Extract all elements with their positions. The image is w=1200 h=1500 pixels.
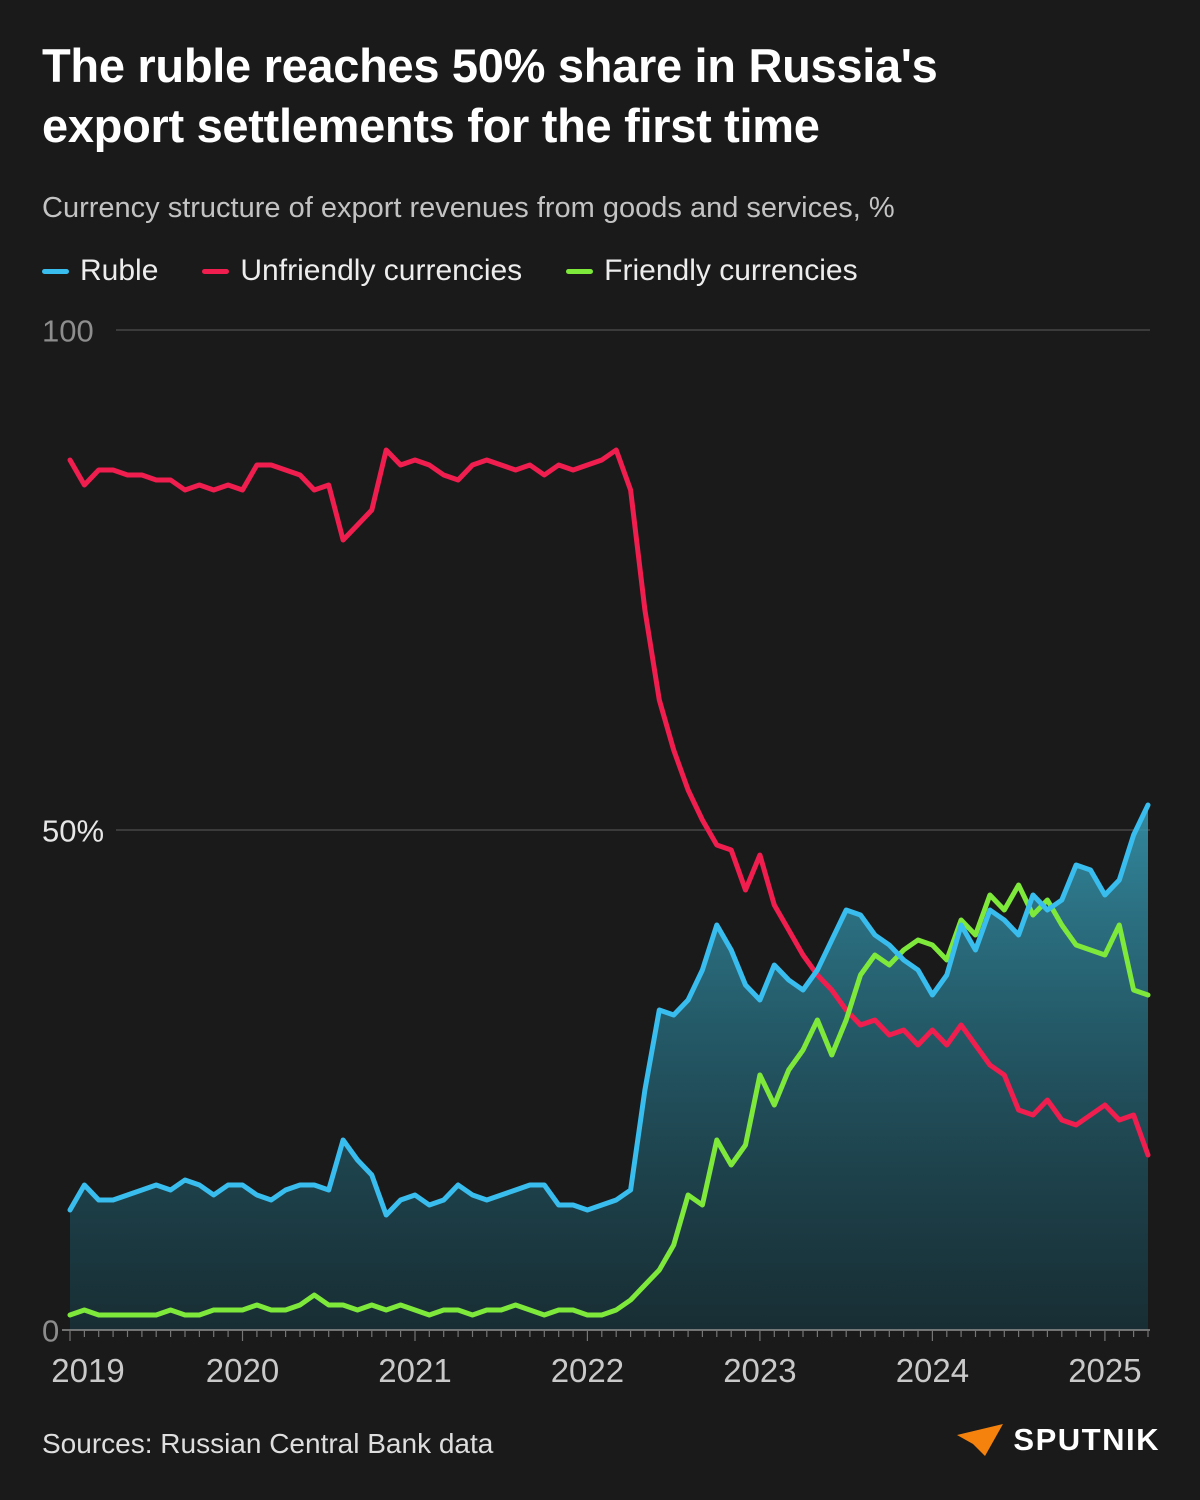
sputnik-arrow-icon [957, 1424, 1004, 1456]
legend-item-unfriendly: Unfriendly currencies [202, 254, 522, 288]
legend-label-unfriendly: Unfriendly currencies [240, 254, 523, 287]
x-axis-label-2019: 2019 [51, 1352, 124, 1389]
legend-swatch-friendly-icon [566, 268, 594, 274]
ruble-area [70, 805, 1148, 1330]
x-axis-label-2025: 2025 [1068, 1352, 1141, 1389]
x-axis-label-2023: 2023 [723, 1352, 796, 1389]
page-title: The ruble reaches 50% share in Russia's … [42, 36, 1132, 156]
legend-label-ruble: Ruble [80, 254, 159, 287]
x-axis-label-2021: 2021 [378, 1352, 451, 1389]
y-axis-label-0: 0 [42, 1314, 59, 1349]
legend-swatch-unfriendly-icon [202, 268, 230, 274]
x-axis-label-2024: 2024 [896, 1352, 969, 1389]
month-ticks [69, 1330, 1149, 1341]
x-axis-label-2022: 2022 [551, 1352, 624, 1389]
chart-subtitle: Currency structure of export revenues fr… [42, 192, 895, 224]
y-axis-label-50: 50% [42, 814, 104, 849]
legend-swatch-ruble-icon [42, 268, 69, 274]
page-title-line2: export settlements for the first time [42, 99, 820, 153]
source-note: Sources: Russian Central Bank data [42, 1428, 494, 1459]
legend-item-friendly: Friendly currencies [566, 254, 858, 288]
legend-item-ruble: Ruble [42, 254, 158, 288]
page-title-line1: The ruble reaches 50% share in Russia's [42, 39, 938, 92]
friendly-line [67, 882, 1151, 1318]
chart-legend: Ruble Unfriendly currencies Friendly cur… [42, 254, 858, 288]
sputnik-logo: SPUTNIK [957, 1422, 1160, 1458]
y-axis-label-100: 100 [42, 314, 94, 349]
x-axis-label-2020: 2020 [206, 1352, 279, 1389]
unfriendly-line [67, 447, 1151, 1158]
ruble-line [67, 802, 1151, 1218]
sputnik-wordmark: SPUTNIK [1013, 1422, 1160, 1457]
legend-label-friendly: Friendly currencies [604, 254, 858, 287]
